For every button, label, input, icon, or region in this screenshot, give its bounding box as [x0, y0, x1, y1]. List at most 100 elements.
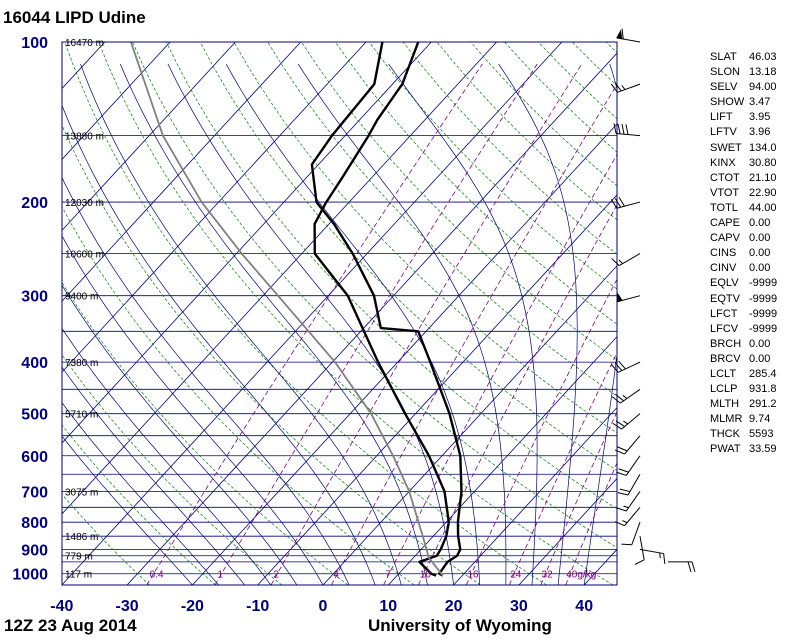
- wind-barb-flag: [614, 449, 625, 455]
- height-label: 1486 m: [65, 532, 98, 543]
- wind-barb-shaft: [618, 253, 641, 267]
- mixing-ratio-line: [146, 63, 483, 585]
- index-row-lfct: LFCT -9999: [710, 307, 777, 322]
- wind-barb-flag: [618, 468, 629, 473]
- index-row-show: SHOW 3.47: [710, 95, 777, 110]
- index-value: 0.00: [749, 337, 771, 350]
- isotherm-line: [0, 42, 40, 585]
- temperature-tick-label: 30: [510, 598, 528, 615]
- temperature-tick-label: 20: [445, 598, 463, 615]
- mixing-ratio-label: 32: [542, 570, 554, 581]
- index-name: KINX: [710, 156, 736, 169]
- index-value: 44.00: [749, 201, 777, 214]
- index-name: CTOT: [710, 171, 740, 184]
- index-row-brch: BRCH 0.00: [710, 337, 777, 352]
- index-value: 931.8: [749, 383, 777, 396]
- moist-adiabat: [62, 327, 272, 585]
- mixing-ratio-line: [540, 411, 617, 585]
- mixing-ratio-label: 40g/kg: [566, 570, 596, 581]
- index-row-slon: SLON 13.18: [710, 65, 777, 80]
- mixing-ratio-label: 7: [385, 570, 391, 581]
- index-name: SWET: [710, 141, 742, 154]
- index-value: -9999: [749, 322, 778, 335]
- wind-barb-flag: [618, 360, 626, 370]
- index-name: BRCV: [710, 352, 741, 365]
- wind-barb-flag: [615, 393, 624, 402]
- index-value: 30.80: [749, 156, 777, 169]
- height-label: 13880 m: [65, 132, 104, 143]
- height-label: 10600 m: [65, 250, 104, 261]
- wind-barb-flag: [611, 258, 620, 266]
- pressure-tick-label: 300: [21, 289, 48, 306]
- wind-barb-flag: [625, 124, 629, 135]
- dry-adiabat: [64, 42, 547, 585]
- moist-adiabat: [583, 63, 617, 585]
- index-value: 9.74: [749, 413, 771, 426]
- isotherm-line: [62, 42, 236, 231]
- index-value: 33.59: [749, 443, 777, 456]
- index-row-mlmr: MLMR 9.74: [710, 412, 777, 427]
- wind-barb: [616, 455, 641, 476]
- moist-adiabat: [62, 235, 324, 585]
- index-value: -9999: [749, 292, 778, 305]
- index-value: 21.10: [749, 171, 777, 184]
- mixing-ratio-label: 10: [420, 570, 432, 581]
- dry-adiabat: [62, 354, 283, 585]
- mixing-ratio-label: 4: [333, 570, 339, 581]
- wind-barb-flag: [634, 559, 645, 565]
- index-value: 0.00: [749, 217, 771, 230]
- index-row-eqtv: EQTV -9999: [710, 292, 777, 307]
- temperature-tick-label: -20: [181, 598, 204, 615]
- index-row-cinv: CINV 0.00: [710, 261, 777, 276]
- index-name: LFCV: [710, 322, 739, 335]
- dry-adiabat: [335, 42, 617, 325]
- wind-barb: [614, 506, 641, 527]
- isotherm-line: [62, 42, 171, 160]
- mixing-ratio-label: 24: [510, 570, 522, 581]
- mixing-ratio-label: 16: [467, 570, 479, 581]
- index-name: LIFT: [710, 111, 733, 124]
- temperature-tick-label: 0: [319, 598, 328, 615]
- wind-barb-half: [623, 420, 629, 425]
- index-row-totl: TOTL 44.00: [710, 201, 777, 216]
- dewpoint-profile: [313, 42, 450, 577]
- isotherm-line: [62, 42, 106, 90]
- plot-area: [0, 42, 617, 585]
- mixing-ratio-line: [418, 204, 617, 585]
- moist-adiabat: [388, 63, 538, 585]
- wind-barb-half: [618, 259, 624, 264]
- wind-barb-flag: [614, 521, 625, 527]
- index-row-thck: THCK 5593: [710, 427, 777, 442]
- wind-barb-flag: [614, 198, 622, 208]
- wind-barb-flag: [614, 82, 622, 92]
- index-row-capv: CAPV 0.00: [710, 231, 777, 246]
- wind-barb-flag: [613, 123, 617, 134]
- moist-adiabat: [62, 366, 245, 585]
- wind-barb-flag: [614, 362, 623, 371]
- index-name: BRCH: [710, 337, 742, 350]
- temperature-tick-label: 40: [575, 598, 593, 615]
- wind-barb-shaft: [639, 536, 645, 560]
- moist-adiabat: [62, 402, 219, 585]
- mixing-ratio-line: [270, 63, 583, 585]
- index-value: 291.2: [749, 398, 777, 411]
- isotherm-line: [453, 407, 617, 585]
- index-name: CINV: [710, 262, 737, 275]
- moist-adiabat: [167, 63, 454, 585]
- index-name: MLMR: [710, 413, 743, 426]
- chart-title: 16044 LIPD Udine: [3, 8, 146, 27]
- wind-barb: [616, 28, 641, 43]
- wind-barb-flag: [617, 446, 628, 452]
- pressure-tick-label: 900: [21, 542, 48, 559]
- dry-adiabat: [132, 42, 617, 549]
- isotherm-line: [62, 42, 302, 302]
- moist-adiabat: [62, 176, 350, 585]
- height-label: 779 m: [65, 552, 93, 563]
- index-value: 94.00: [749, 81, 777, 94]
- height-label: 5710 m: [65, 410, 98, 421]
- isotherm-line: [192, 123, 617, 585]
- parcel-path: [130, 42, 444, 577]
- wind-barb: [668, 561, 696, 573]
- wind-barb-flag: [618, 197, 625, 207]
- mixing-ratio-line: [565, 461, 617, 585]
